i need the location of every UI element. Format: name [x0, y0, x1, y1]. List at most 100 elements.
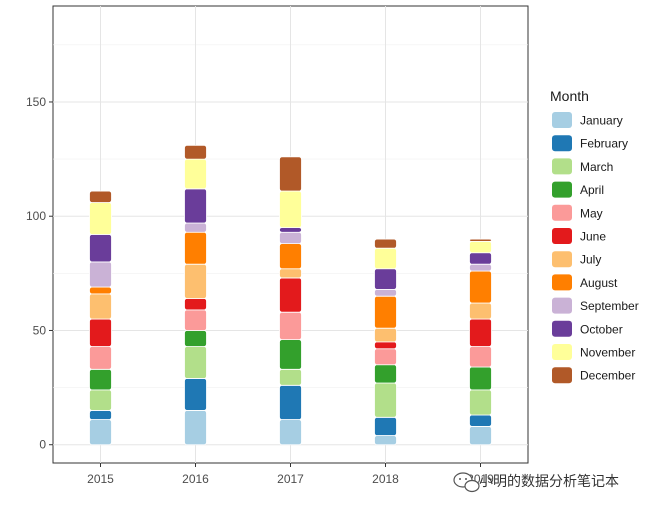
legend-key-may	[552, 204, 572, 221]
bar-segment-2018-january	[374, 435, 397, 446]
legend-key-june	[552, 228, 572, 244]
bar-segment-2016-may	[184, 309, 207, 331]
bar-segment-2016-september	[184, 222, 207, 233]
bar-segment-2016-october	[184, 188, 207, 224]
bar-segment-2015-august	[89, 286, 112, 295]
bar-segment-2016-april	[184, 330, 207, 347]
legend: Month January February March April May June Ju…	[550, 88, 639, 384]
bar-segment-2018-june	[374, 341, 397, 350]
legend-key-april	[552, 181, 572, 198]
bar-segment-2017-february	[279, 384, 302, 420]
y-tick-label: 0	[39, 438, 46, 452]
legend-label-october: October	[580, 322, 623, 336]
y-tick-label: 100	[26, 209, 46, 223]
bar-segment-2016-december	[184, 144, 207, 160]
legend-key-july	[552, 251, 572, 268]
x-tick-label: 2016	[182, 472, 209, 486]
bar-segment-2015-june	[89, 318, 112, 347]
bar-segment-2018-december	[374, 238, 397, 249]
bar-segment-2016-august	[184, 231, 207, 265]
bar-segment-2019-july	[469, 302, 492, 320]
legend-label-september: September	[580, 299, 639, 313]
bar-segment-2016-january	[184, 410, 207, 446]
watermark-text: 小明的数据分析笔记本	[479, 474, 619, 490]
bar-segment-2015-december	[89, 190, 112, 203]
bar-segment-2018-november	[374, 247, 397, 270]
bar-segment-2018-may	[374, 348, 397, 366]
legend-label-november: November	[580, 346, 635, 360]
bar-segment-2019-may	[469, 346, 492, 368]
legend-key-december	[552, 367, 572, 384]
legend-label-february: February	[580, 137, 628, 151]
bar-segment-2018-july	[374, 327, 397, 343]
watermark: 小明的数据分析笔记本	[453, 472, 619, 493]
bar-segment-2015-january	[89, 419, 112, 446]
bar-segment-2017-may	[279, 311, 302, 341]
bar-segment-2015-september	[89, 261, 112, 288]
bar-segment-2019-november	[469, 240, 492, 254]
bar-segment-2019-october	[469, 252, 492, 265]
bar-segment-2016-february	[184, 378, 207, 411]
legend-label-march: March	[580, 160, 613, 174]
legend-label-may: May	[580, 206, 603, 220]
bar-segment-2015-march	[89, 389, 112, 411]
bar-segment-2019-august	[469, 270, 492, 304]
bar-segment-2019-march	[469, 389, 492, 416]
bar-segment-2018-april	[374, 364, 397, 384]
bar-segment-2019-february	[469, 414, 492, 427]
bar-segment-2018-march	[374, 382, 397, 418]
bar-segment-2016-november	[184, 158, 207, 190]
bar-segment-2018-august	[374, 295, 397, 329]
bar-segment-2016-march	[184, 346, 207, 379]
x-axis: 2015 2016 2017 2018 2019	[87, 463, 494, 486]
bar-segment-2017-october	[279, 227, 302, 233]
bar-segment-2018-february	[374, 416, 397, 436]
legend-key-october	[552, 320, 572, 337]
bars	[89, 144, 492, 446]
bar-segment-2015-october	[89, 234, 112, 263]
legend-label-june: June	[580, 230, 606, 244]
legend-label-april: April	[580, 183, 604, 197]
bar-segment-2018-september	[374, 288, 397, 297]
bar-segment-2019-january	[469, 426, 492, 446]
x-tick-label: 2015	[87, 472, 114, 486]
legend-label-august: August	[580, 276, 618, 290]
bar-segment-2015-april	[89, 368, 112, 391]
bar-segment-2019-september	[469, 263, 492, 272]
bar-segment-2017-march	[279, 368, 302, 386]
legend-label-december: December	[580, 369, 635, 383]
legend-key-september	[552, 297, 572, 314]
bar-segment-2017-june	[279, 277, 302, 313]
bar-segment-2017-january	[279, 419, 302, 446]
y-tick-label: 150	[26, 95, 46, 109]
bar-segment-2017-april	[279, 339, 302, 370]
bar-segment-2017-november	[279, 190, 302, 229]
bar-segment-2015-november	[89, 202, 112, 235]
bar-segment-2017-september	[279, 231, 302, 245]
legend-label-july: July	[580, 253, 601, 267]
legend-title: Month	[550, 88, 589, 104]
bar-segment-2019-december	[469, 238, 492, 242]
legend-key-january	[552, 112, 572, 128]
bar-segment-2015-february	[89, 410, 112, 420]
legend-key-march	[552, 158, 572, 175]
bar-segment-2019-april	[469, 366, 492, 391]
bar-segment-2019-june	[469, 318, 492, 347]
bar-segment-2017-july	[279, 268, 302, 279]
wechat-icon	[453, 472, 480, 493]
legend-label-january: January	[580, 114, 623, 128]
bar-segment-2015-july	[89, 293, 112, 320]
bar-segment-2016-july	[184, 263, 207, 299]
y-tick-label: 50	[33, 323, 47, 337]
bar-segment-2017-december	[279, 156, 302, 192]
bar-segment-2016-june	[184, 298, 207, 311]
x-tick-label: 2017	[277, 472, 304, 486]
legend-key-february	[552, 135, 572, 152]
y-axis: 0 50 100 150	[26, 95, 53, 452]
legend-key-august	[552, 274, 572, 291]
bar-segment-2015-may	[89, 346, 112, 370]
x-tick-label: 2018	[372, 472, 399, 486]
legend-key-november	[552, 344, 572, 360]
bar-segment-2017-august	[279, 243, 302, 270]
